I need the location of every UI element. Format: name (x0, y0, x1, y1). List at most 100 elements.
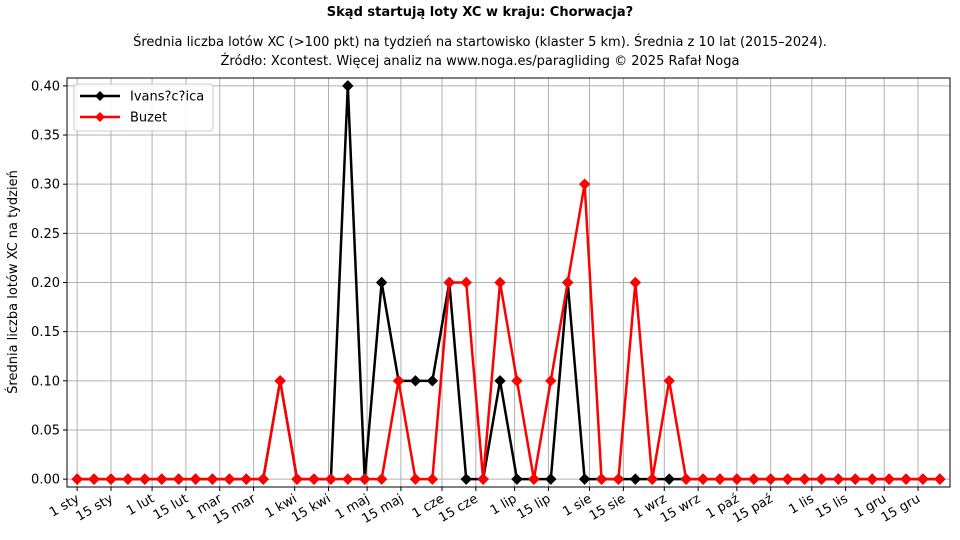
data-point (223, 473, 236, 485)
data-point (832, 473, 845, 485)
data-point (781, 473, 794, 485)
chart-subtitle-line-2: Źródło: Xcontest. Więcej analiz na www.n… (221, 53, 740, 69)
x-tick-label: 15 kwi (289, 491, 333, 525)
legend-swatch-marker (95, 112, 105, 122)
data-point (680, 473, 692, 485)
data-point (545, 375, 557, 387)
x-tick-label: 15 sie (587, 491, 628, 524)
y-tick-label: 0.05 (31, 423, 60, 438)
y-tick-label: 0.00 (31, 473, 60, 488)
data-point (815, 473, 828, 485)
data-point (71, 473, 83, 485)
y-tick-label: 0.10 (31, 374, 60, 389)
data-point (443, 276, 456, 289)
data-point (798, 473, 811, 485)
data-point (849, 473, 861, 485)
x-tick-label: 15 lut (151, 491, 191, 523)
data-point (900, 473, 912, 485)
y-tick-label: 0.30 (31, 178, 60, 193)
data-point (764, 473, 777, 485)
y-tick-label: 0.40 (31, 79, 60, 94)
data-point (206, 473, 219, 485)
x-tick-label: 1 lip (488, 491, 520, 518)
data-point (663, 473, 675, 485)
data-point (88, 473, 100, 485)
data-point (342, 473, 354, 485)
data-point (494, 375, 506, 387)
x-tick-label: 15 sty (74, 491, 117, 524)
data-point (375, 473, 388, 485)
data-point (934, 473, 946, 485)
legend: Ivans?c?ica Buzet (73, 83, 214, 132)
y-tick-label: 0.15 (31, 325, 60, 340)
data-point (409, 473, 422, 485)
chart-title: Skąd startują loty XC w kraju: Chorwacja… (327, 5, 633, 20)
data-point (866, 473, 878, 485)
data-point (595, 473, 608, 485)
data-point (342, 80, 354, 92)
x-tick-label: 15 gru (879, 491, 923, 525)
data-point (426, 473, 439, 485)
data-point (714, 473, 726, 485)
y-axis-label: Średnia liczba lotów XC na tydzień (5, 170, 21, 394)
x-tick-label: 1 lis (786, 491, 817, 517)
data-point (748, 473, 760, 485)
series-buzet (71, 178, 946, 485)
data-point (528, 473, 540, 485)
legend-swatch-marker (95, 91, 105, 101)
data-point (477, 473, 489, 485)
data-point (189, 473, 202, 485)
data-point (511, 375, 523, 387)
y-axis: 0.00 0.05 0.10 0.15 0.20 0.25 0.30 0.35 0.40 (31, 79, 67, 488)
y-tick-label: 0.25 (31, 227, 60, 242)
legend-label: Ivans?c?ica (130, 90, 204, 105)
x-tick-label: 15 cze (436, 491, 480, 525)
data-point (578, 473, 591, 485)
data-point (494, 276, 506, 289)
y-tick-label: 0.35 (31, 129, 60, 144)
data-point (511, 473, 523, 485)
data-point (629, 276, 642, 289)
data-point (308, 473, 320, 485)
series-line (77, 182, 940, 481)
data-point (375, 276, 388, 289)
data-point (274, 375, 286, 387)
x-tick-label: 1 lut (124, 491, 157, 519)
data-point (122, 473, 134, 485)
y-tick-label: 0.20 (31, 276, 60, 291)
legend-label: Buzet (130, 111, 167, 126)
data-point (359, 473, 371, 485)
data-point (240, 473, 253, 485)
data-point (409, 375, 422, 387)
data-point (612, 473, 625, 485)
chart-subtitle-line-1: Średnia liczba lotów XC (>100 pkt) na ty… (133, 34, 827, 50)
data-point (646, 473, 658, 485)
data-point (257, 473, 269, 485)
data-point (392, 375, 405, 387)
data-point (172, 473, 185, 485)
data-point (545, 473, 557, 485)
x-tick-label: 15 lip (515, 491, 554, 522)
data-point (578, 178, 591, 190)
data-point (426, 375, 439, 387)
data-point (883, 473, 895, 485)
data-point (460, 473, 472, 485)
data-point (561, 276, 574, 289)
series-group (71, 80, 946, 485)
data-point (325, 473, 337, 485)
data-point (291, 473, 303, 485)
data-point (460, 276, 472, 289)
grid (67, 78, 950, 487)
data-point (663, 375, 675, 387)
data-point (156, 473, 168, 485)
data-point (917, 473, 929, 485)
data-point (697, 473, 709, 485)
x-tick-label: 15 lis (813, 491, 851, 521)
data-point (139, 473, 151, 485)
data-point (629, 473, 642, 485)
data-point (731, 473, 743, 485)
data-point (105, 473, 117, 485)
